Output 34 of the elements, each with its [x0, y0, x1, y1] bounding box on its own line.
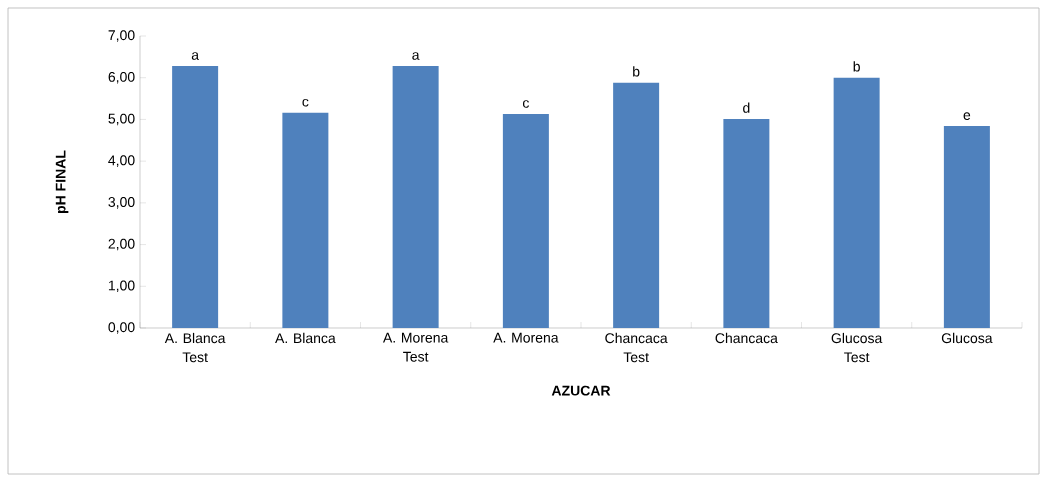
annotation: d [743, 102, 750, 113]
bar [282, 112, 329, 328]
annotation: b [633, 66, 640, 77]
y-tick-label: 3,00 [108, 197, 135, 209]
bar [172, 66, 219, 328]
y-tick-label: 1,00 [108, 280, 135, 293]
x-tick-label: A. Morena [493, 332, 559, 343]
x-tick-label: Chancaca Test [605, 332, 668, 363]
y-axis-title: pH FINAL [55, 150, 69, 213]
x-tick-label: Chancaca [715, 332, 778, 344]
bar [833, 77, 880, 328]
x-tick-label: A. Morena Test [382, 332, 449, 362]
y-tick-label: 5,00 [108, 113, 135, 126]
x-tick-label: Glucosa [941, 332, 993, 344]
y-tick-label: 4,00 [108, 155, 135, 167]
bar [943, 126, 990, 328]
annotation: a [191, 52, 200, 60]
bar [392, 66, 439, 328]
x-axis-title: AZUCAR [551, 385, 611, 396]
y-tick-label: 6,00 [108, 71, 135, 84]
y-tick-label: 0,00 [108, 322, 135, 334]
bar [723, 119, 770, 328]
annotation: e [963, 112, 971, 120]
annotation: a [412, 52, 420, 60]
annotation: c [302, 98, 309, 107]
bar [613, 82, 660, 328]
x-tick-label: A. Blanca Test [164, 332, 226, 363]
annotation: b [853, 61, 860, 72]
x-tick-label: Glucosa Test [831, 332, 883, 363]
bar [502, 114, 549, 328]
y-tick-label: 2,00 [108, 238, 135, 251]
annotation: c [522, 100, 529, 108]
x-tick-label: A. Blanca [275, 332, 336, 344]
y-tick-label: 7,00 [108, 30, 135, 42]
